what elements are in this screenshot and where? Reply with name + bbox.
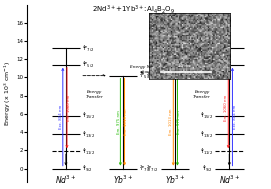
Text: Yb$^{3+}$: Yb$^{3+}$ bbox=[165, 173, 185, 186]
Text: Em. 975 nm: Em. 975 nm bbox=[177, 110, 181, 134]
Text: Energy
Transfer: Energy Transfer bbox=[86, 90, 103, 99]
Text: $^4\!I_{13/2}$: $^4\!I_{13/2}$ bbox=[82, 129, 95, 139]
Text: Exc. 804 nm: Exc. 804 nm bbox=[233, 105, 237, 129]
Text: Nd$^{3+}$: Nd$^{3+}$ bbox=[55, 173, 76, 186]
Text: Em. 1013 nm: Em. 1013 nm bbox=[169, 109, 173, 135]
Text: $^4\!I_{9/2}$: $^4\!I_{9/2}$ bbox=[82, 164, 93, 173]
Text: Em. 1060 nm: Em. 1060 nm bbox=[67, 95, 71, 121]
Text: Em. 975 nm: Em. 975 nm bbox=[117, 110, 121, 134]
Text: $^4\!F_{7/2}$: $^4\!F_{7/2}$ bbox=[201, 43, 213, 53]
Text: $^4\!I_{15/2}$: $^4\!I_{15/2}$ bbox=[200, 111, 213, 120]
Text: $^4\!I_{13/2}$: $^4\!I_{13/2}$ bbox=[200, 129, 213, 139]
Text: $^4\!I_{15/2}$: $^4\!I_{15/2}$ bbox=[82, 111, 95, 120]
Text: $^4\!I_{9/2}$: $^4\!I_{9/2}$ bbox=[202, 164, 213, 173]
Text: 2Nd$^{3+}$+1Yb$^{3+}$:Al$_4$B$_2$O$_9$: 2Nd$^{3+}$+1Yb$^{3+}$:Al$_4$B$_2$O$_9$ bbox=[92, 4, 175, 16]
Text: Energy Migration: Energy Migration bbox=[130, 65, 167, 69]
Text: $^2\!F_{5/2}$: $^2\!F_{5/2}$ bbox=[139, 71, 151, 80]
Text: $^4\!F_{5/2}$: $^4\!F_{5/2}$ bbox=[201, 60, 213, 69]
Text: $^4\!F_{7/2}$: $^4\!F_{7/2}$ bbox=[82, 43, 95, 53]
Text: Em. 1060 nm: Em. 1060 nm bbox=[224, 95, 228, 121]
Y-axis label: Energy (x 10$^3$ cm$^{-1}$): Energy (x 10$^3$ cm$^{-1}$) bbox=[3, 61, 13, 126]
Text: Nd$^{3+}$: Nd$^{3+}$ bbox=[219, 173, 240, 186]
Text: $^2\!F_{7/2}$: $^2\!F_{7/2}$ bbox=[146, 164, 159, 173]
Text: Energy
Transfer: Energy Transfer bbox=[193, 90, 211, 99]
Text: Exc. 804 nm: Exc. 804 nm bbox=[59, 105, 63, 129]
Text: $^2\!F_{7/2}$: $^2\!F_{7/2}$ bbox=[139, 164, 151, 173]
Text: 10 nm: 10 nm bbox=[178, 64, 192, 68]
Text: Yb$^{3+}$: Yb$^{3+}$ bbox=[113, 173, 133, 186]
Text: Em. 1013 nm: Em. 1013 nm bbox=[124, 109, 128, 135]
Text: $^4\!I_{11/2}$: $^4\!I_{11/2}$ bbox=[200, 146, 213, 156]
Text: $^2\!F_{5/2}$: $^2\!F_{5/2}$ bbox=[146, 71, 159, 80]
Text: $^4\!F_{5/2}$: $^4\!F_{5/2}$ bbox=[82, 60, 95, 69]
Text: $^4\!I_{11/2}$: $^4\!I_{11/2}$ bbox=[82, 146, 95, 156]
